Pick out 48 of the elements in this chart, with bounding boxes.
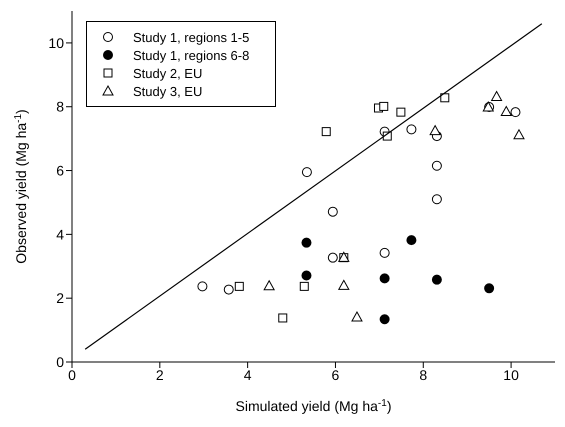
point xyxy=(406,124,416,134)
point xyxy=(380,273,390,284)
point xyxy=(406,235,416,246)
x-axis-title: Simulated yield (Mg ha$^{-1}$) xyxy=(236,398,392,414)
point xyxy=(264,280,275,290)
point xyxy=(396,108,406,117)
point xyxy=(484,283,494,294)
point xyxy=(338,280,350,290)
point xyxy=(328,252,338,263)
point xyxy=(380,314,390,324)
y-tick-label: 2 xyxy=(56,290,64,306)
point xyxy=(197,281,208,292)
legend-label: Study 2, EU xyxy=(133,66,202,80)
point xyxy=(302,167,312,178)
point xyxy=(301,238,312,248)
point xyxy=(513,129,524,140)
point xyxy=(351,312,362,322)
point xyxy=(491,91,502,102)
point xyxy=(379,102,388,111)
point xyxy=(510,107,520,118)
y-tick-label: 0 xyxy=(56,354,64,370)
x-tick-label: 2 xyxy=(156,366,164,383)
point xyxy=(440,93,450,102)
legend-label: Study 1, regions 6-8 xyxy=(133,48,250,62)
x-tick-label: 4 xyxy=(244,366,252,383)
y-tick-label: 8 xyxy=(56,98,64,115)
point xyxy=(234,282,244,291)
y-tick-label: 10 xyxy=(48,34,64,51)
point xyxy=(380,248,390,258)
point xyxy=(300,282,309,291)
x-tick-label: 10 xyxy=(503,366,520,383)
y-tick-label: 6 xyxy=(56,162,64,179)
legend-label: Study 3, EU xyxy=(133,84,202,98)
point xyxy=(278,313,288,322)
y-tick-label: 4 xyxy=(56,226,64,242)
point xyxy=(432,194,442,204)
point xyxy=(328,206,338,217)
point xyxy=(430,125,441,136)
x-tick-label: 0 xyxy=(68,366,76,383)
x-tick-label: 8 xyxy=(419,366,428,383)
legend-label: Study 1, regions 1-5 xyxy=(133,30,250,44)
point xyxy=(432,160,442,171)
point xyxy=(224,284,234,295)
point xyxy=(301,270,312,281)
point xyxy=(322,127,331,136)
point xyxy=(500,106,512,116)
x-tick-label: 6 xyxy=(332,366,340,383)
point xyxy=(432,274,442,285)
